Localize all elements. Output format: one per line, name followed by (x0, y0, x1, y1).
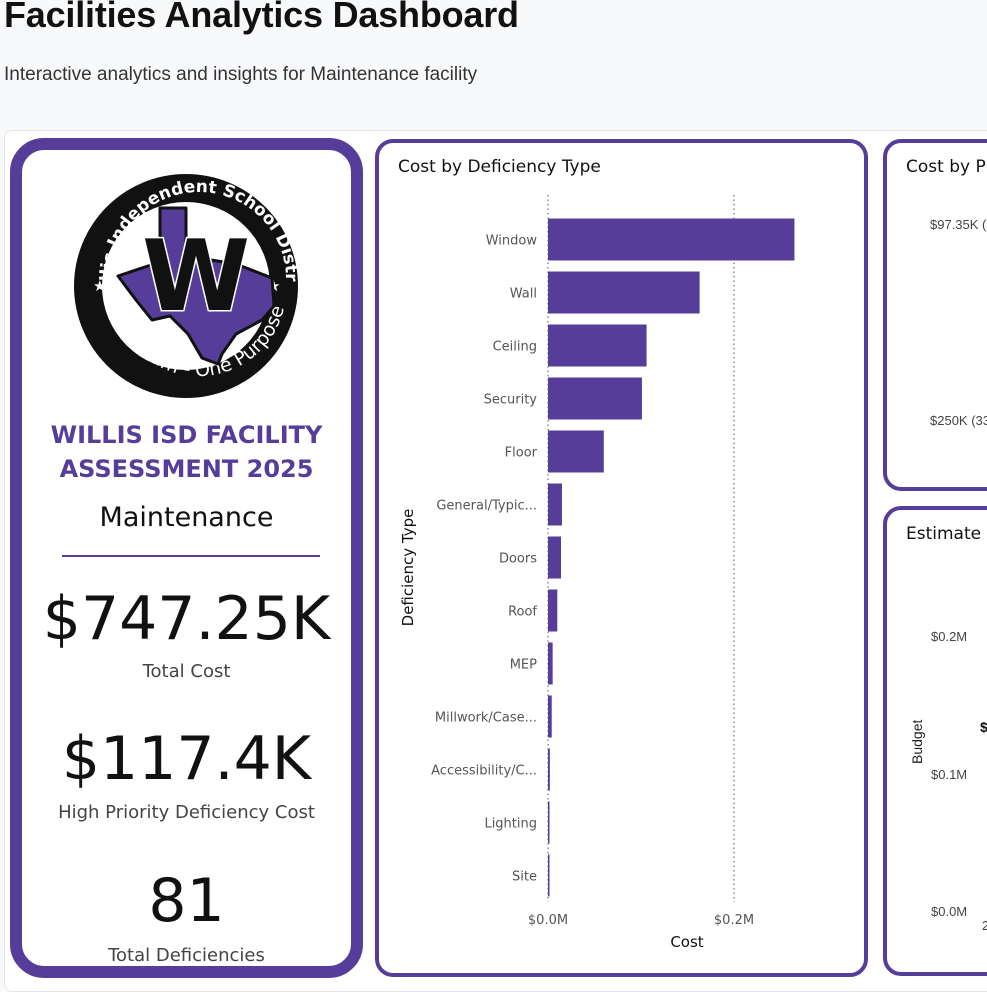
budget-ylabel: Budget (909, 719, 925, 764)
category-label: Wall (510, 287, 537, 302)
facility-name: Maintenance (99, 502, 274, 533)
high-priority-cost-value: $117.4K (61, 724, 312, 794)
total-deficiencies-label: Total Deficiencies (108, 945, 265, 966)
bar-10 (548, 748, 550, 791)
budget-card: Estimate Budget $0.2M $0.1M $0.0M $ 2 (883, 506, 987, 976)
cost-by-priority-card: Cost by P $97.35K ( $250K (33 (883, 139, 987, 491)
priority-label-1: $97.35K ( (930, 217, 987, 232)
bar-11 (548, 801, 550, 844)
x-tick-label: $0.2M (714, 913, 754, 928)
kpi-card: Willis Independent School District One T… (10, 138, 363, 978)
bar-7 (548, 589, 558, 632)
category-label: Doors (499, 552, 537, 567)
bar-4 (548, 430, 604, 473)
bar-2 (548, 324, 647, 367)
bar-3 (548, 377, 642, 420)
assessment-title: WILLIS ISD FACILITY ASSESSMENT 2025 (22, 418, 351, 486)
high-priority-cost-label: High Priority Deficiency Cost (58, 802, 315, 823)
category-label: General/Typic... (436, 499, 537, 514)
budget-tick-2: $0.1M (931, 767, 968, 782)
x-axis-title: Cost (670, 933, 703, 951)
category-label: Window (486, 234, 538, 249)
cost-by-type-title: Cost by Deficiency Type (398, 157, 601, 177)
logo-star-left: ★ (93, 277, 106, 295)
page-subtitle: Interactive analytics and insights for M… (4, 64, 478, 85)
bar-5 (548, 483, 562, 526)
budget-fragment-2: 2 (982, 918, 987, 933)
logo-w-letter: W (142, 220, 250, 334)
category-label: Ceiling (493, 340, 537, 355)
budget-card-title: Estimate (906, 524, 982, 544)
category-label: MEP (510, 658, 537, 673)
budget-tick-1: $0.2M (931, 629, 968, 644)
page-title: Facilities Analytics Dashboard (4, 0, 519, 35)
category-label: Site (512, 870, 537, 885)
total-cost-value: $747.25K (42, 584, 331, 654)
texas-shape-icon (116, 206, 276, 366)
bar-9 (548, 695, 552, 738)
budget-tick-3: $0.0M (931, 904, 968, 919)
category-label: Lighting (484, 817, 537, 832)
category-label: Roof (508, 605, 537, 620)
cost-by-type-card: Cost by Deficiency Type $0.0M $0.2M Window… (375, 139, 868, 977)
x-tick-label: $0.0M (528, 913, 568, 928)
total-cost-label: Total Cost (142, 661, 231, 682)
assessment-title-line1: WILLIS ISD FACILITY (50, 421, 323, 449)
cost-by-priority-title: Cost by P (906, 157, 986, 177)
bar-1 (548, 271, 700, 314)
category-label: Millwork/Case... (435, 711, 537, 726)
assessment-title-line2: ASSESSMENT 2025 (59, 455, 314, 483)
budget-fragment-1: $ (980, 719, 987, 735)
bar-0 (548, 218, 795, 261)
category-label: Accessibility/C... (431, 764, 537, 779)
category-label: Security (484, 393, 538, 408)
cost-by-type-chart: $0.0M $0.2M Window Wall Ceiling Security Floor… (399, 195, 795, 951)
bar-6 (548, 536, 562, 579)
district-logo: Willis Independent School District One T… (22, 150, 301, 398)
total-deficiencies-value: 81 (148, 866, 225, 936)
category-label: Floor (505, 446, 538, 461)
y-axis-title: Deficiency Type (399, 509, 417, 627)
bar-8 (548, 642, 553, 685)
kpi-divider (62, 555, 320, 557)
priority-label-2: $250K (33 (930, 413, 987, 428)
budget-ylabel-wrap: Budget (909, 720, 925, 764)
bar-12 (548, 854, 550, 897)
